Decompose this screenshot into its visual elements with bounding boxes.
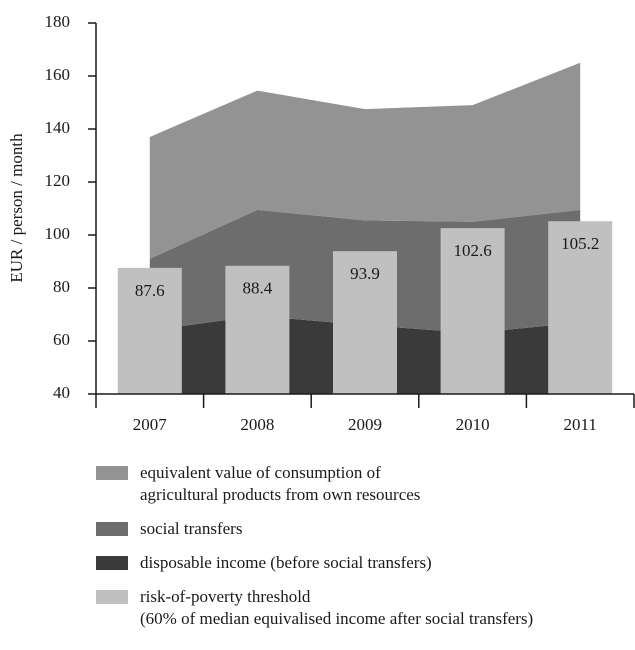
chart: EUR / person / month 87.6 88.4 93.9 102.6 10… (7, 12, 635, 434)
x-tick-label: 2009 (348, 415, 382, 434)
legend-swatch (96, 556, 128, 570)
bar (225, 265, 290, 394)
x-tick-label: 2007 (133, 415, 168, 434)
legend-swatch (96, 590, 128, 604)
y-tick-label: 140 (45, 118, 71, 137)
y-tick-label: 160 (45, 65, 71, 84)
legend-label: disposable income (before social transfe… (140, 553, 432, 572)
y-tick-label: 100 (45, 224, 71, 243)
x-tick-label: 2010 (456, 415, 490, 434)
y-tick-label: 40 (53, 383, 70, 402)
legend-swatch (96, 466, 128, 480)
legend-item: risk-of-poverty threshold (60% of median… (96, 586, 635, 630)
y-tick-label: 60 (53, 330, 70, 349)
bar (333, 251, 397, 394)
bar (548, 221, 613, 394)
legend-swatch (96, 522, 128, 536)
data-label: 87.6 (135, 281, 165, 300)
legend-item: disposable income (before social transfe… (96, 552, 635, 574)
bar (440, 228, 505, 394)
data-label: 88.4 (243, 279, 273, 298)
data-label: 93.9 (350, 264, 380, 283)
y-tick-label: 120 (45, 171, 71, 190)
y-axis-label: EUR / person / month (7, 133, 26, 283)
legend: equivalent value of consumption of agric… (96, 462, 635, 642)
legend-label: social transfers (140, 519, 243, 538)
legend-label: risk-of-poverty threshold (60% of median… (140, 587, 534, 628)
area (149, 62, 581, 259)
data-label: 102.6 (453, 241, 491, 260)
y-tick-label: 180 (45, 12, 71, 31)
legend-item: equivalent value of consumption of agric… (96, 462, 635, 506)
x-tick-label: 2011 (564, 415, 597, 434)
y-tick-label: 80 (53, 277, 70, 296)
bar (117, 267, 182, 394)
data-label: 105.2 (561, 234, 599, 253)
legend-item: social transfers (96, 518, 635, 540)
legend-label: equivalent value of consumption of agric… (140, 463, 421, 504)
x-tick-label: 2008 (240, 415, 274, 434)
